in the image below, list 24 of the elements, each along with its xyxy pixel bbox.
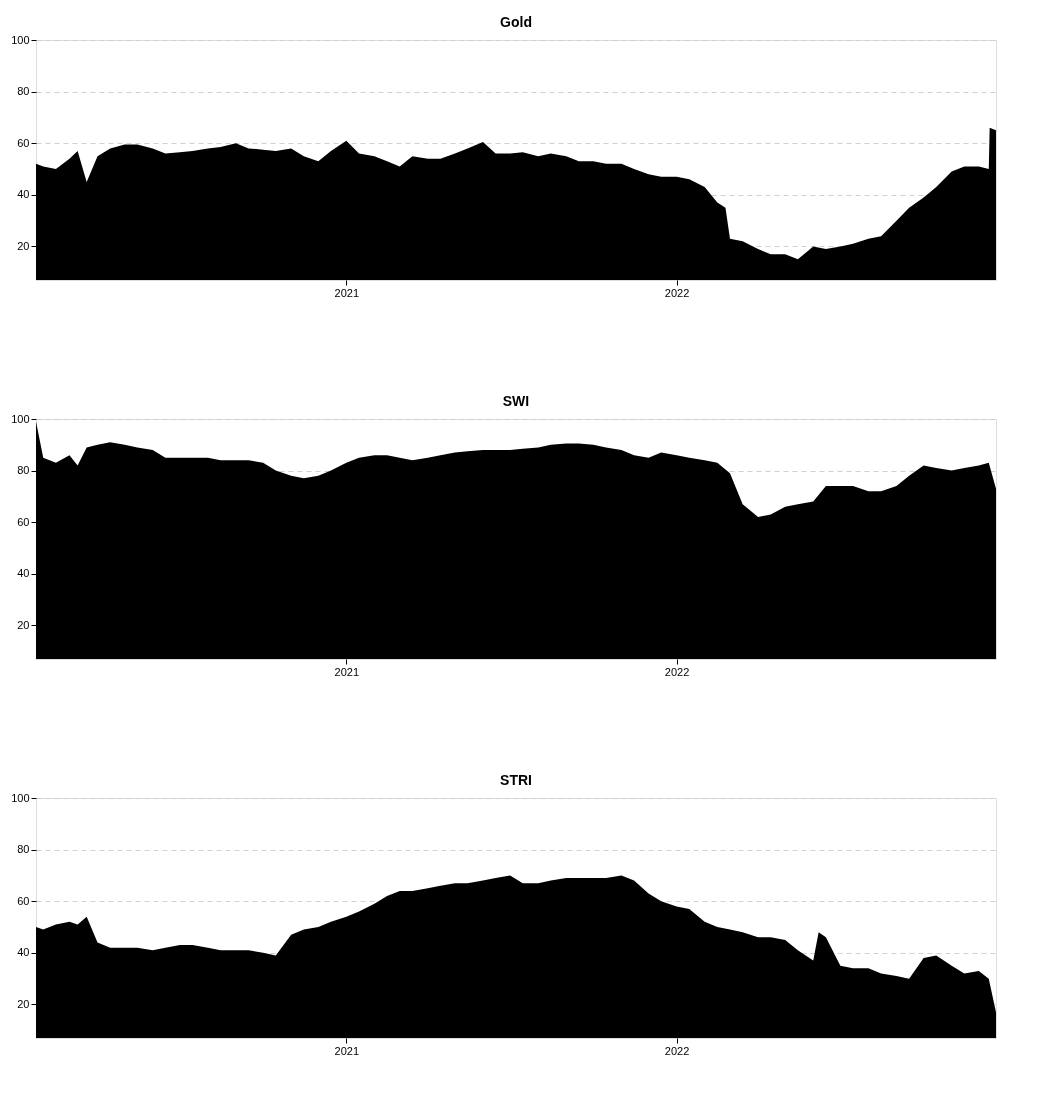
x-tick-label: 2022	[664, 1044, 690, 1057]
y-tick-label: 100	[11, 33, 30, 46]
y-tick-label: 60	[17, 136, 30, 149]
x-tick-label: 2022	[664, 286, 690, 299]
chart-title: Gold	[500, 14, 532, 30]
y-tick-label: 40	[17, 946, 30, 959]
chart-title: STRI	[500, 772, 532, 788]
y-tick-label: 80	[17, 85, 30, 98]
x-tick-label: 2021	[334, 286, 360, 299]
y-tick-label: 20	[17, 997, 30, 1010]
y-tick-label: 100	[11, 412, 30, 425]
y-tick-label: 20	[17, 618, 30, 631]
y-tick-label: 40	[17, 188, 30, 201]
x-tick-label: 2021	[334, 1044, 360, 1057]
y-tick-label: 60	[17, 894, 30, 907]
y-tick-label: 40	[17, 567, 30, 580]
y-tick-label: 100	[11, 791, 30, 804]
chart-title: SWI	[502, 393, 530, 409]
x-tick-label: 2021	[334, 665, 360, 678]
x-tick-label: 2022	[664, 665, 690, 678]
y-tick-label: 80	[17, 464, 30, 477]
y-tick-label: 60	[17, 515, 30, 528]
y-tick-label: 20	[17, 239, 30, 252]
y-tick-label: 80	[17, 843, 30, 856]
